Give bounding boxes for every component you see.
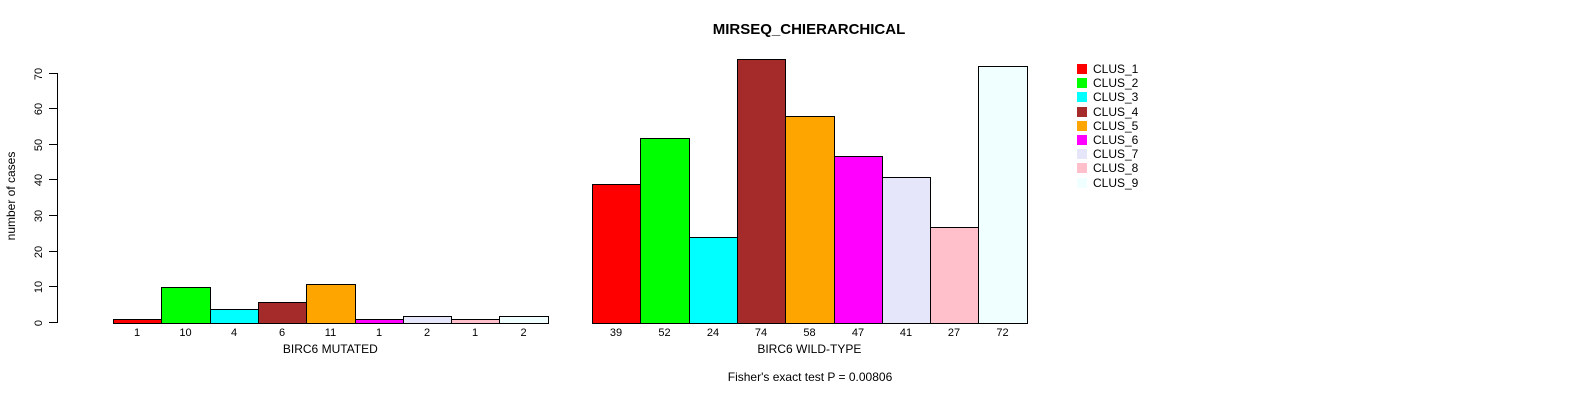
y-tick — [49, 144, 57, 145]
legend-item-clus_1: CLUS_1 — [1077, 63, 1138, 75]
bar-value-label: 27 — [947, 327, 961, 339]
bar-value-label: 2 — [423, 327, 431, 339]
bar-value-label: 72 — [996, 327, 1009, 339]
legend-color-swatch — [1077, 163, 1087, 173]
bar-value-label: 52 — [658, 327, 671, 339]
legend-item-clus_6: CLUS_6 — [1077, 134, 1138, 146]
bar-clus_3-birc6-wild-type — [689, 237, 738, 324]
legend-item-clus_8: CLUS_8 — [1077, 162, 1138, 174]
legend-label: CLUS_7 — [1093, 147, 1139, 161]
bar-value-label: 11 — [324, 327, 337, 339]
legend-color-swatch — [1077, 149, 1087, 159]
bar-clus_2-birc6-wild-type — [640, 138, 690, 324]
bar-clus_4-birc6-wild-type — [737, 59, 786, 324]
legend-label: CLUS_2 — [1093, 76, 1139, 90]
bar-value-label: 41 — [899, 327, 913, 339]
y-tick-label: 30 — [33, 209, 45, 223]
bar-clus_4-birc6-mutated — [258, 302, 307, 324]
y-tick-label: 50 — [33, 138, 45, 152]
bar-value-label: 24 — [706, 327, 720, 339]
bar-value-label: 1 — [375, 327, 383, 339]
bar-clus_7-birc6-wild-type — [882, 177, 931, 324]
y-tick — [49, 322, 57, 323]
legend-label: CLUS_5 — [1093, 119, 1139, 133]
y-axis-label: number of cases — [4, 151, 18, 241]
bar-clus_6-birc6-wild-type — [834, 156, 883, 324]
y-tick — [49, 108, 57, 109]
x-axis-group-label-birc6-mutated: BIRC6 MUTATED — [282, 342, 378, 356]
legend-label: CLUS_4 — [1093, 105, 1139, 119]
legend-color-swatch — [1077, 92, 1087, 102]
bar-value-label: 58 — [803, 327, 816, 339]
bar-clus_5-birc6-wild-type — [785, 116, 835, 324]
legend-label: CLUS_8 — [1093, 161, 1139, 175]
bar-clus_2-birc6-mutated — [161, 287, 211, 324]
bar-value-label: 39 — [609, 327, 623, 339]
bar-clus_9-birc6-wild-type — [978, 66, 1028, 324]
y-tick — [49, 73, 57, 74]
legend-label: CLUS_6 — [1093, 133, 1139, 147]
legend-color-swatch — [1077, 78, 1087, 88]
legend-label: CLUS_9 — [1093, 176, 1139, 190]
legend-color-swatch — [1077, 107, 1087, 117]
bar-clus_8-birc6-wild-type — [930, 227, 979, 324]
y-tick — [49, 215, 57, 216]
bar-value-label: 10 — [179, 327, 192, 339]
y-tick — [49, 179, 57, 180]
y-tick-label: 0 — [33, 319, 45, 327]
bar-clus_6-birc6-mutated — [355, 319, 404, 324]
legend-label: CLUS_1 — [1093, 62, 1139, 76]
bar-value-label: 1 — [133, 327, 141, 339]
fisher-test-annotation: Fisher's exact test P = 0.00806 — [727, 370, 893, 384]
y-axis-line — [57, 73, 58, 323]
legend-color-swatch — [1077, 178, 1087, 188]
bar-value-label: 1 — [471, 327, 479, 339]
y-tick-label: 40 — [33, 173, 45, 187]
y-tick-label: 10 — [33, 280, 45, 294]
y-tick — [49, 286, 57, 287]
y-tick-label: 20 — [33, 245, 45, 259]
legend-item-clus_9: CLUS_9 — [1077, 177, 1138, 189]
bar-clus_5-birc6-mutated — [306, 284, 356, 324]
bar-clus_1-birc6-wild-type — [592, 184, 641, 324]
bar-clus_1-birc6-mutated — [113, 319, 162, 324]
bar-clus_8-birc6-mutated — [451, 319, 500, 324]
bar-value-label: 4 — [230, 327, 238, 339]
y-tick-label: 70 — [33, 67, 45, 81]
bar-value-label: 2 — [520, 327, 527, 339]
bar-value-label: 6 — [278, 327, 286, 339]
legend-item-clus_2: CLUS_2 — [1077, 77, 1138, 89]
chart-title: MIRSEQ_CHIERARCHICAL — [712, 21, 906, 38]
legend-color-swatch — [1077, 135, 1087, 145]
x-axis-group-label-birc6-wild-type: BIRC6 WILD-TYPE — [757, 342, 862, 356]
bar-clus_3-birc6-mutated — [210, 309, 259, 324]
bar-clus_9-birc6-mutated — [499, 316, 549, 324]
legend-item-clus_7: CLUS_7 — [1077, 148, 1138, 160]
legend-item-clus_4: CLUS_4 — [1077, 106, 1138, 118]
y-tick-label: 60 — [33, 102, 45, 116]
legend-item-clus_3: CLUS_3 — [1077, 91, 1138, 103]
bar-value-label: 74 — [754, 327, 768, 339]
legend-label: CLUS_3 — [1093, 90, 1139, 104]
legend-item-clus_5: CLUS_5 — [1077, 120, 1138, 132]
bar-clus_7-birc6-mutated — [403, 316, 452, 324]
y-tick — [49, 251, 57, 252]
legend-color-swatch — [1077, 64, 1087, 74]
legend-color-swatch — [1077, 121, 1087, 131]
bar-value-label: 47 — [851, 327, 865, 339]
